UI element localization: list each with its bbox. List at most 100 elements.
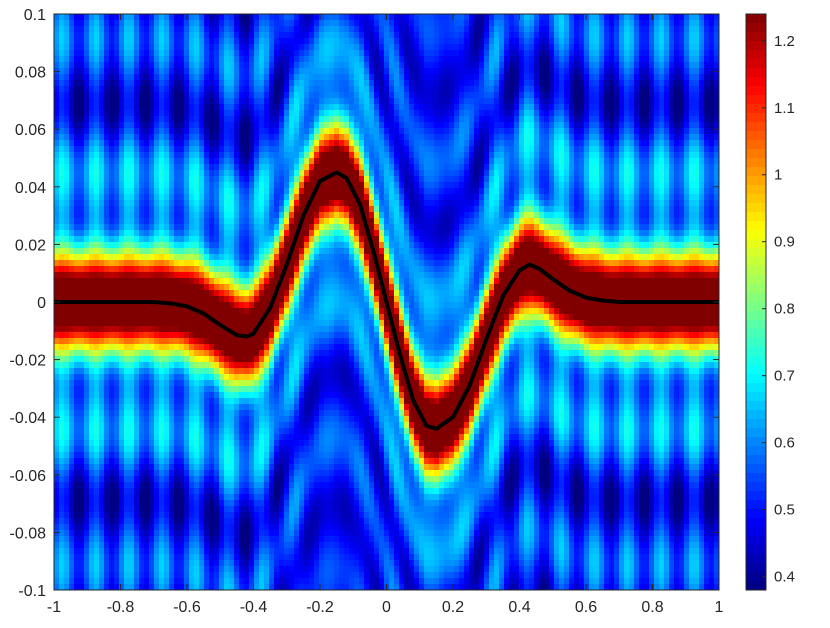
heatmap-cell <box>464 170 470 177</box>
heatmap-cell <box>374 14 380 21</box>
heatmap-cell <box>569 32 575 39</box>
heatmap-cell <box>429 98 435 105</box>
heatmap-cell <box>589 104 595 111</box>
heatmap-cell <box>114 14 120 21</box>
heatmap-cell <box>109 206 115 213</box>
heatmap-cell <box>664 146 670 153</box>
heatmap-cell <box>434 44 440 51</box>
heatmap-cell <box>444 50 450 57</box>
heatmap-cell <box>54 62 60 69</box>
heatmap-cell <box>479 104 485 111</box>
heatmap-cell <box>714 134 719 141</box>
heatmap-cell <box>639 194 645 201</box>
heatmap-cell <box>274 98 280 105</box>
heatmap-cell <box>194 26 200 33</box>
heatmap-cell <box>519 176 525 183</box>
heatmap-cell <box>374 182 380 189</box>
heatmap-cell <box>79 182 85 189</box>
heatmap-cell <box>364 14 370 21</box>
heatmap-cell <box>134 140 140 147</box>
heatmap-cell <box>129 56 135 63</box>
heatmap-cell <box>499 152 505 159</box>
heatmap-cell <box>419 98 425 105</box>
heatmap-cell <box>269 200 275 207</box>
heatmap-cell <box>494 212 500 219</box>
heatmap-cell <box>454 74 460 81</box>
heatmap-cell <box>649 158 655 165</box>
heatmap-cell <box>369 188 375 195</box>
heatmap-cell <box>369 86 375 93</box>
heatmap-cell <box>179 116 185 123</box>
heatmap-cell <box>674 68 680 75</box>
heatmap-cell <box>399 146 405 153</box>
heatmap-cell <box>254 146 260 153</box>
heatmap-cell <box>409 56 415 63</box>
heatmap-cell <box>414 218 420 225</box>
heatmap-cell <box>394 116 400 123</box>
heatmap-cell <box>329 74 335 81</box>
heatmap-cell <box>104 44 110 51</box>
heatmap-cell <box>339 188 345 195</box>
heatmap-cell <box>649 212 655 219</box>
heatmap-cell <box>464 68 470 75</box>
heatmap-cell <box>209 20 215 27</box>
heatmap-cell <box>579 104 585 111</box>
heatmap-cell <box>74 152 80 159</box>
heatmap-cell <box>534 128 540 135</box>
heatmap-cell <box>349 110 355 117</box>
heatmap-cell <box>319 56 325 63</box>
heatmap-cell <box>544 224 550 231</box>
heatmap-cell <box>229 152 235 159</box>
heatmap-cell <box>494 62 500 69</box>
heatmap-cell <box>139 188 145 195</box>
heatmap-cell <box>89 56 95 63</box>
heatmap-cell <box>134 44 140 51</box>
heatmap-cell <box>184 212 190 219</box>
heatmap-cell <box>194 230 200 237</box>
heatmap-cell <box>474 218 480 225</box>
heatmap-cell <box>284 56 290 63</box>
heatmap-cell <box>714 86 719 93</box>
heatmap-cell <box>79 14 85 21</box>
heatmap-cell <box>309 110 315 117</box>
heatmap-cell <box>369 74 375 81</box>
heatmap-cell <box>189 212 195 219</box>
heatmap-cell <box>494 122 500 129</box>
heatmap-cell <box>359 80 365 87</box>
heatmap-cell <box>499 62 505 69</box>
heatmap-cell <box>309 164 315 171</box>
heatmap-cell <box>159 14 165 21</box>
heatmap-cell <box>154 212 160 219</box>
heatmap-cell <box>219 104 225 111</box>
heatmap-cell <box>684 80 690 87</box>
heatmap-cell <box>709 200 715 207</box>
heatmap-cell <box>59 32 65 39</box>
heatmap-cell <box>584 110 590 117</box>
heatmap-cell <box>564 206 570 213</box>
heatmap-cell <box>169 86 175 93</box>
heatmap-cell <box>164 134 170 141</box>
heatmap-cell <box>384 146 390 153</box>
heatmap-cell <box>464 80 470 87</box>
heatmap-cell <box>699 56 705 63</box>
heatmap-cell <box>289 218 295 225</box>
heatmap-cell <box>249 218 255 225</box>
heatmap-cell <box>629 212 635 219</box>
heatmap-cell <box>74 44 80 51</box>
heatmap-cell <box>424 74 430 81</box>
heatmap-cell <box>139 32 145 39</box>
heatmap-cell <box>444 44 450 51</box>
heatmap-cell <box>339 194 345 201</box>
heatmap-cell <box>254 158 260 165</box>
heatmap-cell <box>79 218 85 225</box>
heatmap-cell <box>409 74 415 81</box>
heatmap-cell <box>569 230 575 237</box>
heatmap-cell <box>139 116 145 123</box>
heatmap-cell <box>119 152 125 159</box>
heatmap-cell <box>319 194 325 201</box>
heatmap-cell <box>459 224 465 231</box>
heatmap-cell <box>294 170 300 177</box>
heatmap-cell <box>214 122 220 129</box>
heatmap-cell <box>219 38 225 45</box>
heatmap-cell <box>639 92 645 99</box>
